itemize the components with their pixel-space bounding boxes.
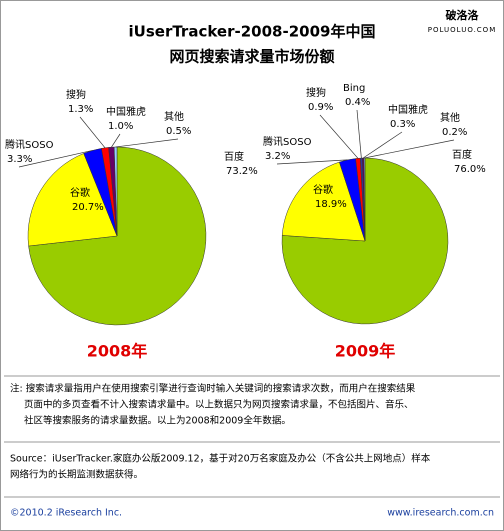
slice-value: 18.9%: [315, 199, 347, 210]
slice-value: 0.2%: [442, 127, 467, 138]
source-line: Source：iUserTracker.家庭办公版2009.12，基于对20万名…: [10, 453, 431, 465]
pie-slice: [27, 153, 118, 247]
slice-label: 中国雅虎: [106, 105, 146, 118]
source-line: 网络行为的长期监测数据获得。: [10, 469, 143, 481]
slice-label: 其他: [164, 110, 184, 123]
slice-label: 百度: [224, 150, 244, 163]
pie-slice: [281, 161, 366, 242]
slice-value: 1.0%: [108, 121, 133, 132]
pie-title: 2009年: [335, 342, 396, 361]
leader-line: [111, 133, 121, 148]
slice-label: 搜狗: [306, 86, 326, 99]
pie-slice: [281, 157, 449, 325]
slice-label: 搜狗: [66, 88, 86, 101]
pie-slice: [28, 146, 207, 326]
leader-line: [276, 159, 348, 165]
slice-label: 百度: [452, 148, 472, 161]
chart-subtitle: 网页搜索请求量市场份额: [169, 48, 334, 66]
slice-value: 3.2%: [265, 151, 290, 162]
watermark-url: POLUOLUO.COM: [428, 26, 496, 34]
slice-label: 腾讯SOSO: [263, 135, 312, 148]
slice-value: 20.7%: [72, 202, 104, 213]
leader-line: [364, 139, 455, 159]
copyright: ©2010.2 iResearch Inc.: [10, 508, 122, 519]
pie-title: 2008年: [87, 342, 148, 361]
note-line: 页面中的多页查看不计入搜索请求量中。以上数据只为网页搜索请求量，不包括图片、音乐…: [24, 399, 414, 411]
slice-value: 1.3%: [68, 104, 93, 115]
slice-value: 3.3%: [7, 154, 32, 165]
leader-line: [115, 138, 179, 148]
slice-label: 中国雅虎: [388, 103, 428, 116]
slice-value: 76.0%: [454, 164, 486, 175]
slice-value: 0.4%: [345, 97, 370, 108]
watermark: 破洛洛: [446, 8, 480, 22]
leader-line: [356, 109, 362, 159]
slice-value: 73.2%: [226, 166, 258, 177]
leader-line: [18, 150, 93, 168]
chart-title: iUserTracker-2008-2009年中国: [129, 23, 376, 41]
slice-value: 0.9%: [308, 102, 333, 113]
slice-label: 腾讯SOSO: [5, 138, 54, 151]
slice-value: 0.5%: [166, 126, 191, 137]
website: www.iresearch.com.cn: [387, 508, 494, 519]
slice-label: 谷歌: [313, 183, 333, 196]
slice-label: 其他: [440, 111, 460, 124]
leader-line: [319, 114, 359, 159]
slice-label: Bing: [343, 83, 365, 94]
note-line: 注: 搜索请求量指用户在使用搜索引擎进行查询时输入关键词的搜索请求次数，而用户在…: [10, 383, 416, 395]
slice-label: 谷歌: [70, 186, 90, 199]
note-line: 社区等搜索服务的请求量数据。以上为2008和2009全年数据。: [24, 415, 291, 427]
leader-line: [362, 131, 403, 159]
slice-value: 0.3%: [390, 119, 415, 130]
leader-line: [79, 116, 106, 149]
